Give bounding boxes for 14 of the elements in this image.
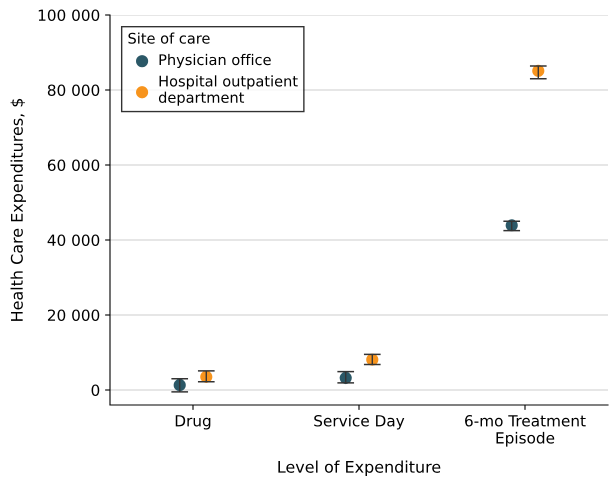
legend-title: Site of care — [128, 32, 210, 44]
legend-label: Physician office — [160, 54, 271, 68]
legend-label: Hospital outpatient department — [158, 75, 298, 106]
y-tick-label: 100 000 — [38, 9, 100, 22]
y-tick-label: 60 000 — [48, 159, 100, 172]
y-tick-label: 80 000 — [48, 84, 100, 96]
x-axis-title: Level of Expenditure — [278, 460, 440, 476]
y-axis-title: Health Care Expenditures, $ — [10, 98, 26, 321]
y-tick-label: 0 — [92, 384, 100, 396]
y-tick-label: 20 000 — [48, 309, 100, 322]
y-tick-label: 40 000 — [48, 234, 100, 246]
x-tick-label: Service Day — [314, 414, 404, 430]
x-tick-label: 6-mo Treatment Episode — [465, 414, 586, 447]
x-tick-label: Drug — [176, 415, 210, 430]
